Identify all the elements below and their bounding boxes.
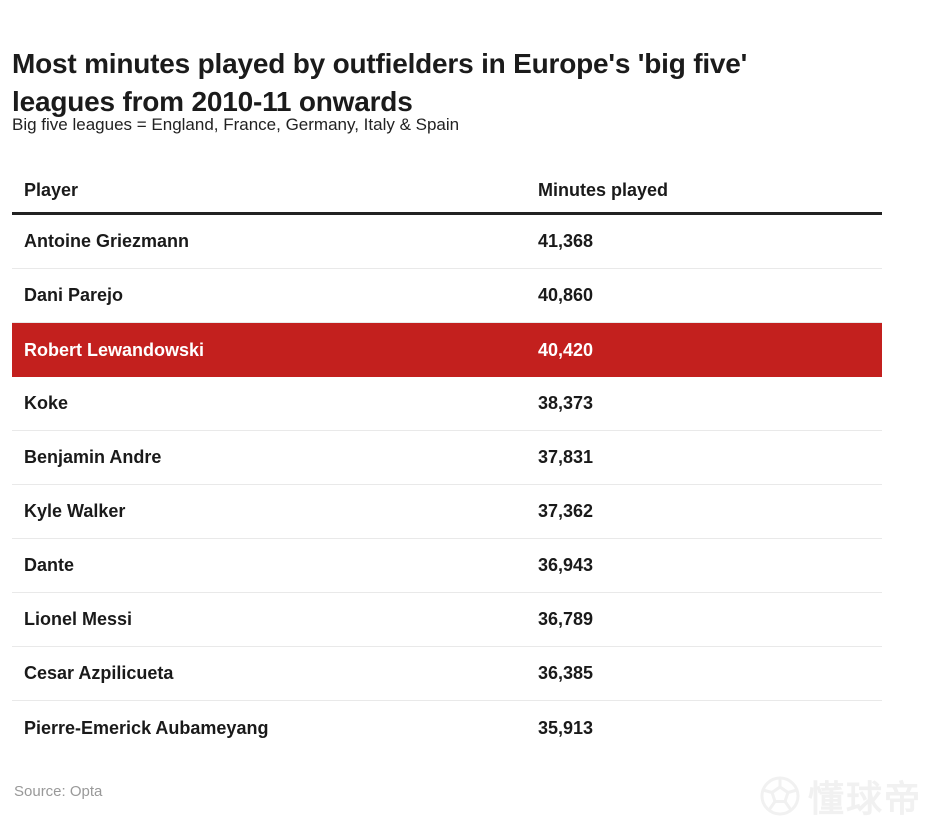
minutes-cell: 37,831 xyxy=(538,447,594,467)
source-note: Source: Opta xyxy=(14,783,103,800)
player-name-cell: Dante xyxy=(24,555,75,575)
player-name-cell: Kyle Walker xyxy=(24,501,126,521)
page-subtitle: Big five leagues = England, France, Germ… xyxy=(12,115,460,134)
player-name-cell: Koke xyxy=(24,393,69,413)
players-table: Player Minutes played Antoine Griezmann … xyxy=(12,168,882,755)
player-name-cell: Antoine Griezmann xyxy=(24,231,190,251)
minutes-cell: 41,368 xyxy=(538,231,594,251)
player-name-cell: Robert Lewandowski xyxy=(24,339,205,360)
table-row: Benjamin Andre 37,831 xyxy=(12,431,882,485)
table-row: Pierre-Emerick Aubameyang 35,913 xyxy=(12,701,882,755)
minutes-cell: 40,420 xyxy=(538,339,594,360)
page-title-line1: Most minutes played by outfielders in Eu… xyxy=(12,47,748,79)
table-row: Kyle Walker 37,362 xyxy=(12,485,882,539)
table-row: Dante 36,943 xyxy=(12,539,882,593)
table-header-row: Player Minutes played xyxy=(12,168,882,215)
table-row: Antoine Griezmann 41,368 xyxy=(12,215,882,269)
player-name-cell: Benjamin Andre xyxy=(24,447,162,467)
page-title-line2: leagues from 2010-11 onwards xyxy=(12,85,413,117)
football-icon xyxy=(758,774,802,818)
minutes-cell: 37,362 xyxy=(538,501,594,521)
page-title: Most minutes played by outfielders in Eu… xyxy=(12,45,892,121)
column-header-player: Player xyxy=(24,179,79,200)
player-name-cell: Pierre-Emerick Aubameyang xyxy=(24,717,269,738)
minutes-cell: 36,385 xyxy=(538,663,594,683)
minutes-cell: 36,943 xyxy=(538,555,594,575)
watermark: 懂球帝 xyxy=(758,770,922,822)
table-row: Koke 38,373 xyxy=(12,377,882,431)
table-row: Lionel Messi 36,789 xyxy=(12,593,882,647)
table-row-highlighted: Robert Lewandowski 40,420 xyxy=(12,323,882,377)
player-name-cell: Lionel Messi xyxy=(24,609,133,629)
watermark-text: 懂球帝 xyxy=(807,778,922,819)
player-name-cell: Cesar Azpilicueta xyxy=(24,663,174,683)
minutes-cell: 38,373 xyxy=(538,393,594,413)
column-header-minutes: Minutes played xyxy=(538,179,669,200)
table-row: Cesar Azpilicueta 36,385 xyxy=(12,647,882,701)
minutes-cell: 35,913 xyxy=(538,717,594,738)
player-name-cell: Dani Parejo xyxy=(24,285,124,305)
minutes-cell: 36,789 xyxy=(538,609,594,629)
table-row: Dani Parejo 40,860 xyxy=(12,269,882,323)
minutes-cell: 40,860 xyxy=(538,285,594,305)
